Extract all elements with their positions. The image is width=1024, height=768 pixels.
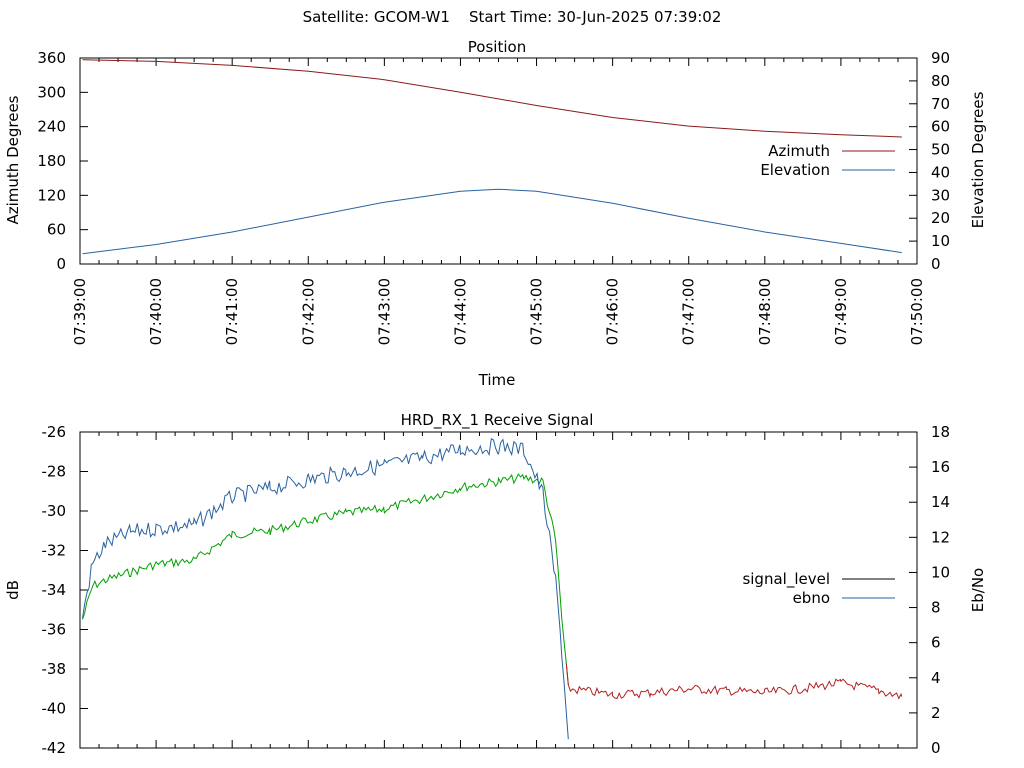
y2-tick-label: 10 — [931, 563, 950, 581]
ebno-axis-label: Eb/No — [969, 568, 987, 612]
y2-tick-label: 0 — [931, 255, 941, 273]
y2-tick-label: 90 — [931, 49, 950, 67]
y2-tick-label: 14 — [931, 493, 950, 511]
y2-tick-label: 20 — [931, 209, 950, 227]
x-tick-label: 07:44:00 — [451, 278, 469, 345]
ebno-series-line — [82, 438, 569, 740]
y2-tick-label: 0 — [931, 739, 941, 757]
x-tick-label: 07:45:00 — [528, 278, 546, 345]
receive-signal-chart: HRD_RX_1 Receive Signal dB Eb/No -26 -28 -… — [4, 411, 987, 757]
x-tick-label: 07:43:00 — [375, 278, 393, 345]
y2-tick-label: 4 — [931, 669, 941, 687]
y-tick-label: 300 — [37, 83, 66, 101]
y2-tick-label: 16 — [931, 458, 950, 476]
x-tick-label: 07:39:00 — [71, 278, 89, 345]
y-tick-label: 0 — [56, 255, 66, 273]
y-tick-label: 180 — [37, 152, 66, 170]
y2-tick-label: 8 — [931, 599, 941, 617]
page-title: Satellite: GCOM-W1 Start Time: 30-Jun-20… — [302, 8, 722, 26]
y-tick-label: 120 — [37, 186, 66, 204]
y2-tick-label: 30 — [931, 186, 950, 204]
x-tick-label: 07:42:00 — [299, 278, 317, 345]
legend-label: ebno — [793, 589, 830, 607]
x-tick-label: 07:47:00 — [680, 278, 698, 345]
y-tick-label: -30 — [42, 502, 67, 520]
y-tick-label: -42 — [42, 739, 67, 757]
y-tick-label: 240 — [37, 118, 66, 136]
y-tick-label: 60 — [47, 221, 66, 239]
y-tick-label: -36 — [42, 621, 67, 639]
y2-tick-label: 70 — [931, 95, 950, 113]
x-tick-label: 07:41:00 — [223, 278, 241, 345]
position-chart-x-label: Time — [478, 371, 516, 389]
x-tick-label: 07:40:00 — [147, 278, 165, 345]
y2-tick-label: 60 — [931, 118, 950, 136]
legend-label: signal_level — [742, 570, 830, 589]
y2-tick-label: 10 — [931, 232, 950, 250]
azimuth-series-line — [82, 59, 902, 138]
position-chart: Position Time Azimuth Degrees Elevation … — [4, 38, 987, 389]
y-tick-label: -38 — [42, 660, 67, 678]
legend-label: Elevation — [760, 161, 830, 179]
y2-tick-label: 2 — [931, 704, 941, 722]
y2-tick-label: 6 — [931, 634, 941, 652]
elevation-series-line — [82, 188, 902, 255]
receive-signal-chart-title: HRD_RX_1 Receive Signal — [401, 411, 594, 430]
y-tick-label: -26 — [42, 423, 67, 441]
position-chart-title: Position — [468, 38, 526, 56]
legend-label: Azimuth — [768, 142, 830, 160]
y-tick-label: -28 — [42, 463, 67, 481]
x-tick-label: 07:50:00 — [908, 278, 926, 345]
y-tick-label: 360 — [37, 49, 66, 67]
y2-tick-label: 80 — [931, 72, 950, 90]
x-tick-label: 07:48:00 — [756, 278, 774, 345]
x-tick-label: 07:49:00 — [832, 278, 850, 345]
elevation-axis-label: Elevation Degrees — [969, 91, 987, 228]
signal-level-lost-series-line — [565, 663, 903, 700]
y2-tick-label: 40 — [931, 163, 950, 181]
y2-tick-label: 18 — [931, 423, 950, 441]
y-tick-label: -40 — [42, 700, 67, 718]
y2-tick-label: 50 — [931, 141, 950, 159]
signal-level-series-line — [82, 473, 569, 685]
x-tick-label: 07:46:00 — [604, 278, 622, 345]
y2-tick-label: 12 — [931, 528, 950, 546]
azimuth-axis-label: Azimuth Degrees — [4, 95, 22, 224]
y-tick-label: -32 — [42, 542, 67, 560]
db-axis-label: dB — [4, 580, 22, 600]
y-tick-label: -34 — [42, 581, 67, 599]
